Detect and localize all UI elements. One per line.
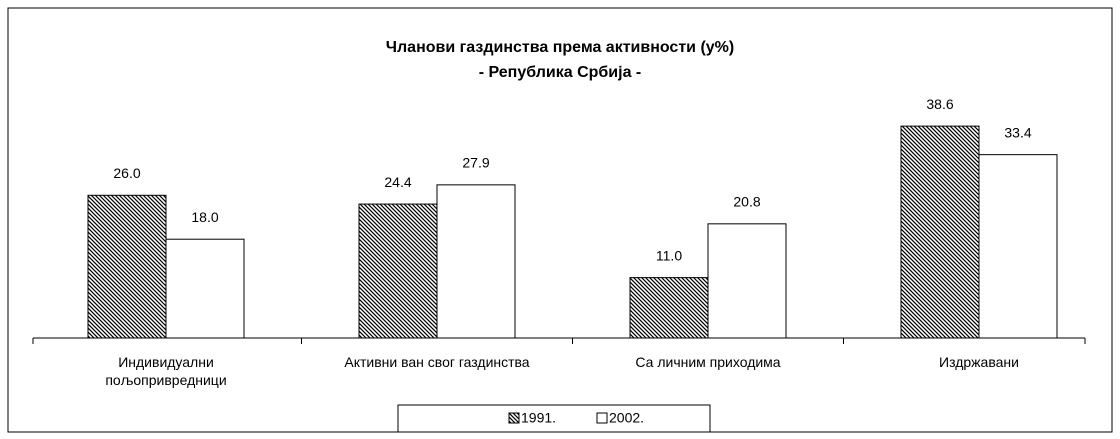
chart-title: Чланови газдинства према активности (у%) [386, 39, 734, 56]
x-tick-label: Издржавани [939, 354, 1019, 370]
value-label: 27.9 [462, 155, 489, 171]
bar [978, 154, 1058, 339]
chart-subtitle: - Република Србија - [479, 64, 642, 81]
bar [358, 203, 438, 339]
value-label: 24.4 [384, 174, 411, 190]
value-label: 26.0 [113, 165, 140, 181]
bar [900, 125, 980, 339]
value-label: 20.8 [733, 194, 760, 210]
legend-label: 1991. [521, 410, 556, 426]
x-tick-label: Индивидуални пољопривредници [105, 354, 227, 388]
legend-swatch [596, 412, 608, 424]
bar [436, 184, 516, 339]
legend-box [397, 404, 711, 433]
value-label: 38.6 [926, 96, 953, 112]
x-tick-label: Са личним приходима [635, 354, 781, 370]
bar [165, 238, 245, 339]
x-tick-label: Активни ван свог газдинства [344, 354, 530, 370]
value-label: 18.0 [191, 209, 218, 225]
bar [629, 277, 709, 339]
legend-swatch [508, 412, 520, 424]
bar [87, 194, 167, 339]
value-label: 11.0 [656, 247, 682, 263]
value-label: 33.4 [1004, 124, 1031, 140]
bar [707, 223, 787, 339]
legend-label: 2002. [609, 410, 644, 426]
